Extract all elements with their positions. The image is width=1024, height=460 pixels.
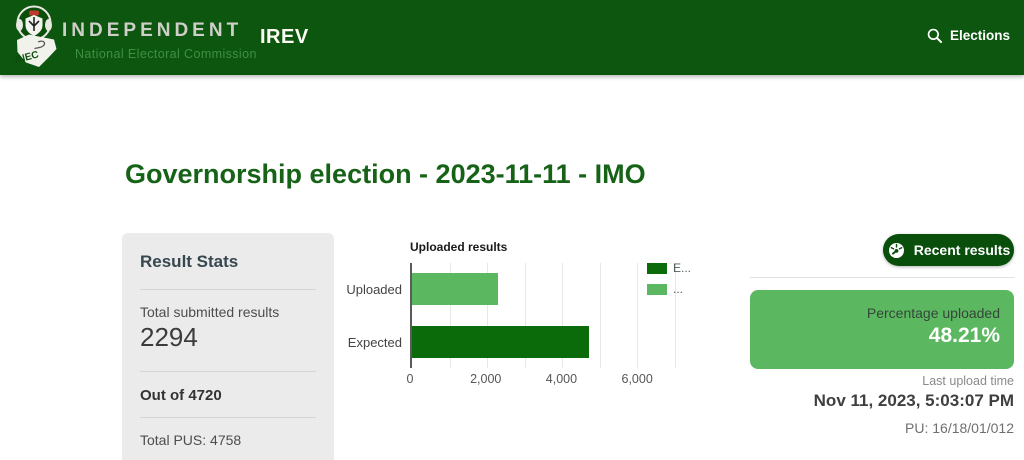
gridline xyxy=(675,263,676,368)
gridline xyxy=(637,263,639,368)
gauge-icon xyxy=(888,242,904,258)
recent-results-button[interactable]: Recent results xyxy=(883,234,1014,266)
legend-swatch xyxy=(647,262,667,274)
x-tick-label: 2,000 xyxy=(470,372,502,386)
legend-item: ... xyxy=(647,282,691,296)
brand-subtitle: National Electoral Commission xyxy=(75,47,257,61)
app-header: INEC INDEPENDENT National Electoral Comm… xyxy=(0,0,1024,75)
brand-block: INDEPENDENT National Electoral Commissio… xyxy=(62,20,257,61)
gridline xyxy=(562,263,564,368)
legend-item: E... xyxy=(647,261,691,275)
brand-title: INDEPENDENT xyxy=(62,20,243,41)
total-pus-label: Total PUS: 4758 xyxy=(140,432,242,448)
total-submitted-value: 2294 xyxy=(140,322,198,352)
percentage-value: 48.21% xyxy=(928,324,1000,347)
out-of-label: Out of 4720 xyxy=(140,387,222,404)
divider xyxy=(750,277,1015,278)
bar-expected xyxy=(412,325,590,358)
divider xyxy=(140,289,316,290)
x-tick-label: 0 xyxy=(406,372,414,386)
gridline xyxy=(449,263,451,368)
pu-code: PU: 16/18/01/012 xyxy=(905,420,1014,436)
percentage-label: Percentage uploaded xyxy=(866,305,1000,321)
total-submitted-label: Total submitted results xyxy=(140,304,280,320)
bar-chart-plot xyxy=(410,263,676,368)
gridline xyxy=(599,263,601,368)
last-upload-label: Last upload time xyxy=(922,374,1014,388)
nav-elections[interactable]: Elections xyxy=(926,27,1010,44)
recent-results-label: Recent results xyxy=(913,242,1011,258)
gridline xyxy=(487,263,489,368)
bar-uploaded xyxy=(412,273,499,306)
percentage-uploaded-box: Percentage uploaded 48.21% xyxy=(750,290,1014,369)
category-label-uploaded: Uploaded xyxy=(346,282,402,298)
chart-category-labels: Uploaded Expected xyxy=(330,263,402,368)
legend-label: E... xyxy=(673,261,692,275)
x-tick-label: 4,000 xyxy=(545,372,578,386)
legend-swatch xyxy=(647,283,667,295)
search-icon[interactable] xyxy=(926,27,943,44)
category-label-expected: Expected xyxy=(347,334,402,350)
app-name-irev[interactable]: IREV xyxy=(260,26,309,48)
last-upload-value: Nov 11, 2023, 5:03:07 PM xyxy=(813,391,1014,410)
gridline xyxy=(524,263,526,368)
legend-label: ... xyxy=(673,282,684,296)
divider xyxy=(140,371,316,372)
chart-x-axis: 0 2,000 4,000 6,000 xyxy=(406,372,675,386)
inec-logo[interactable]: INEC xyxy=(8,4,62,72)
upload-info: Last upload time Nov 11, 2023, 5:03:07 P… xyxy=(700,374,1014,436)
result-stats-panel: Result Stats Total submitted results 229… xyxy=(122,233,334,460)
nav-elections-label[interactable]: Elections xyxy=(949,28,1010,43)
x-tick-label: 6,000 xyxy=(621,372,653,386)
divider xyxy=(140,417,316,418)
stats-heading: Result Stats xyxy=(140,252,239,271)
page-title: Governorship election - 2023-11-11 - IMO xyxy=(125,159,646,189)
chart-legend: E...... xyxy=(647,261,691,303)
chart-title: Uploaded results xyxy=(410,240,508,254)
